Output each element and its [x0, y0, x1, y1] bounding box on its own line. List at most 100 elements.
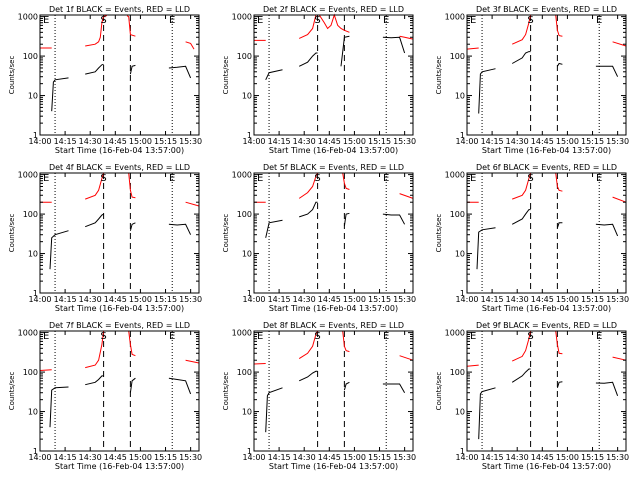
x-axis-title: Start Time (16-Feb-04 13:57:00) [55, 146, 184, 155]
events-series-line [265, 35, 406, 81]
y-tick-label: 100 [450, 52, 465, 61]
plot-frame [253, 330, 414, 452]
y-tick-label: 10 [455, 250, 465, 259]
end-marker: E [169, 173, 175, 184]
x-axis-title: Start Time (16-Feb-04 13:57:00) [269, 462, 398, 471]
events-series-line [265, 201, 406, 238]
y-tick-label: 1 [460, 131, 465, 140]
x-tick-label: 14:15 [268, 453, 291, 462]
panel-title: Det 7f BLACK = Events, RED = LLD [49, 321, 190, 330]
x-axis-title: Start Time (16-Feb-04 13:57:00) [269, 146, 398, 155]
events-series-line [478, 368, 619, 440]
start-marker: S [100, 173, 106, 184]
lld-series-line [253, 330, 414, 365]
end-marker: E [43, 15, 49, 26]
lld-series-line [40, 15, 195, 50]
y-tick-label: 1000 [18, 329, 38, 338]
x-tick-label: 14:15 [54, 453, 77, 462]
x-tick-label: 14:15 [268, 137, 291, 146]
x-tick-label: 15:00 [343, 295, 366, 304]
x-tick-label: 14:30 [506, 453, 529, 462]
y-axis-title: Counts/sec [8, 372, 16, 411]
y-axis-title: Counts/sec [8, 214, 16, 253]
panel-title: Det 6f BLACK = Events, RED = LLD [476, 163, 617, 172]
x-tick-label: 14:15 [54, 295, 77, 304]
panel-title: Det 4f BLACK = Events, RED = LLD [49, 163, 190, 172]
lld-series-line [466, 330, 627, 367]
y-axis-title: Counts/sec [222, 372, 230, 411]
end-marker: E [257, 331, 263, 342]
x-axis-title: Start Time (16-Feb-04 13:57:00) [482, 146, 611, 155]
x-tick-label: 15:15 [581, 453, 604, 462]
y-tick-label: 10 [28, 408, 38, 417]
end-marker: E [257, 173, 263, 184]
y-tick-label: 1 [247, 131, 252, 140]
x-tick-label: 15:30 [393, 453, 416, 462]
x-axis-title: Start Time (16-Feb-04 13:57:00) [55, 462, 184, 471]
panel-title: Det 9f BLACK = Events, RED = LLD [476, 321, 617, 330]
y-axis-title: Counts/sec [222, 56, 230, 95]
y-tick-label: 1 [33, 447, 38, 456]
x-axis-title: Start Time (16-Feb-04 13:57:00) [482, 462, 611, 471]
end-marker: E [596, 173, 602, 184]
lld-series-line [254, 13, 414, 41]
x-tick-label: 15:15 [581, 137, 604, 146]
x-tick-label: 14:00 [242, 453, 265, 462]
x-tick-label: 15:30 [606, 453, 629, 462]
y-tick-label: 1 [33, 289, 38, 298]
x-tick-label: 14:45 [531, 453, 554, 462]
x-tick-label: 15:30 [393, 295, 416, 304]
x-tick-label: 14:00 [455, 137, 478, 146]
start-marker: S [314, 331, 320, 342]
x-tick-label: 14:45 [531, 295, 554, 304]
x-tick-label: 15:15 [154, 295, 177, 304]
y-tick-label: 1 [247, 447, 252, 456]
x-tick-label: 15:00 [129, 137, 152, 146]
x-tick-label: 14:45 [531, 137, 554, 146]
end-marker: E [596, 15, 602, 26]
x-tick-label: 15:30 [179, 137, 202, 146]
end-marker: E [43, 331, 49, 342]
x-tick-label: 15:00 [556, 295, 579, 304]
y-tick-label: 1000 [18, 13, 38, 22]
y-axis-title: Counts/sec [222, 214, 230, 253]
events-series-line [265, 370, 406, 433]
panel-title: Det 5f BLACK = Events, RED = LLD [263, 163, 404, 172]
panel-title: Det 1f BLACK = Events, RED = LLD [49, 5, 190, 14]
x-tick-label: 14:30 [79, 137, 102, 146]
x-tick-label: 15:00 [343, 137, 366, 146]
x-tick-label: 15:15 [154, 453, 177, 462]
y-tick-label: 10 [455, 408, 465, 417]
x-tick-label: 14:00 [455, 295, 478, 304]
y-tick-label: 100 [23, 210, 38, 219]
start-marker: S [527, 173, 533, 184]
x-tick-label: 14:30 [79, 453, 102, 462]
x-tick-label: 15:15 [368, 295, 391, 304]
x-tick-label: 14:45 [104, 453, 127, 462]
x-tick-label: 14:15 [54, 137, 77, 146]
x-tick-label: 14:00 [28, 137, 51, 146]
y-tick-label: 1000 [232, 13, 252, 22]
x-tick-label: 15:30 [179, 453, 202, 462]
x-tick-label: 14:45 [318, 453, 341, 462]
x-tick-label: 14:45 [318, 137, 341, 146]
x-tick-label: 14:00 [242, 137, 265, 146]
y-tick-label: 1 [460, 289, 465, 298]
y-tick-label: 100 [450, 368, 465, 377]
panel-title: Det 3f BLACK = Events, RED = LLD [476, 5, 617, 14]
lld-series-line [254, 172, 414, 203]
start-marker: S [100, 331, 106, 342]
y-tick-label: 1000 [232, 171, 252, 180]
end-marker: E [470, 15, 476, 26]
y-tick-label: 10 [455, 92, 465, 101]
x-tick-label: 15:15 [581, 295, 604, 304]
events-series-line [49, 213, 192, 270]
x-axis-title: Start Time (16-Feb-04 13:57:00) [482, 304, 611, 313]
start-marker: S [527, 15, 533, 26]
x-tick-label: 14:00 [28, 295, 51, 304]
